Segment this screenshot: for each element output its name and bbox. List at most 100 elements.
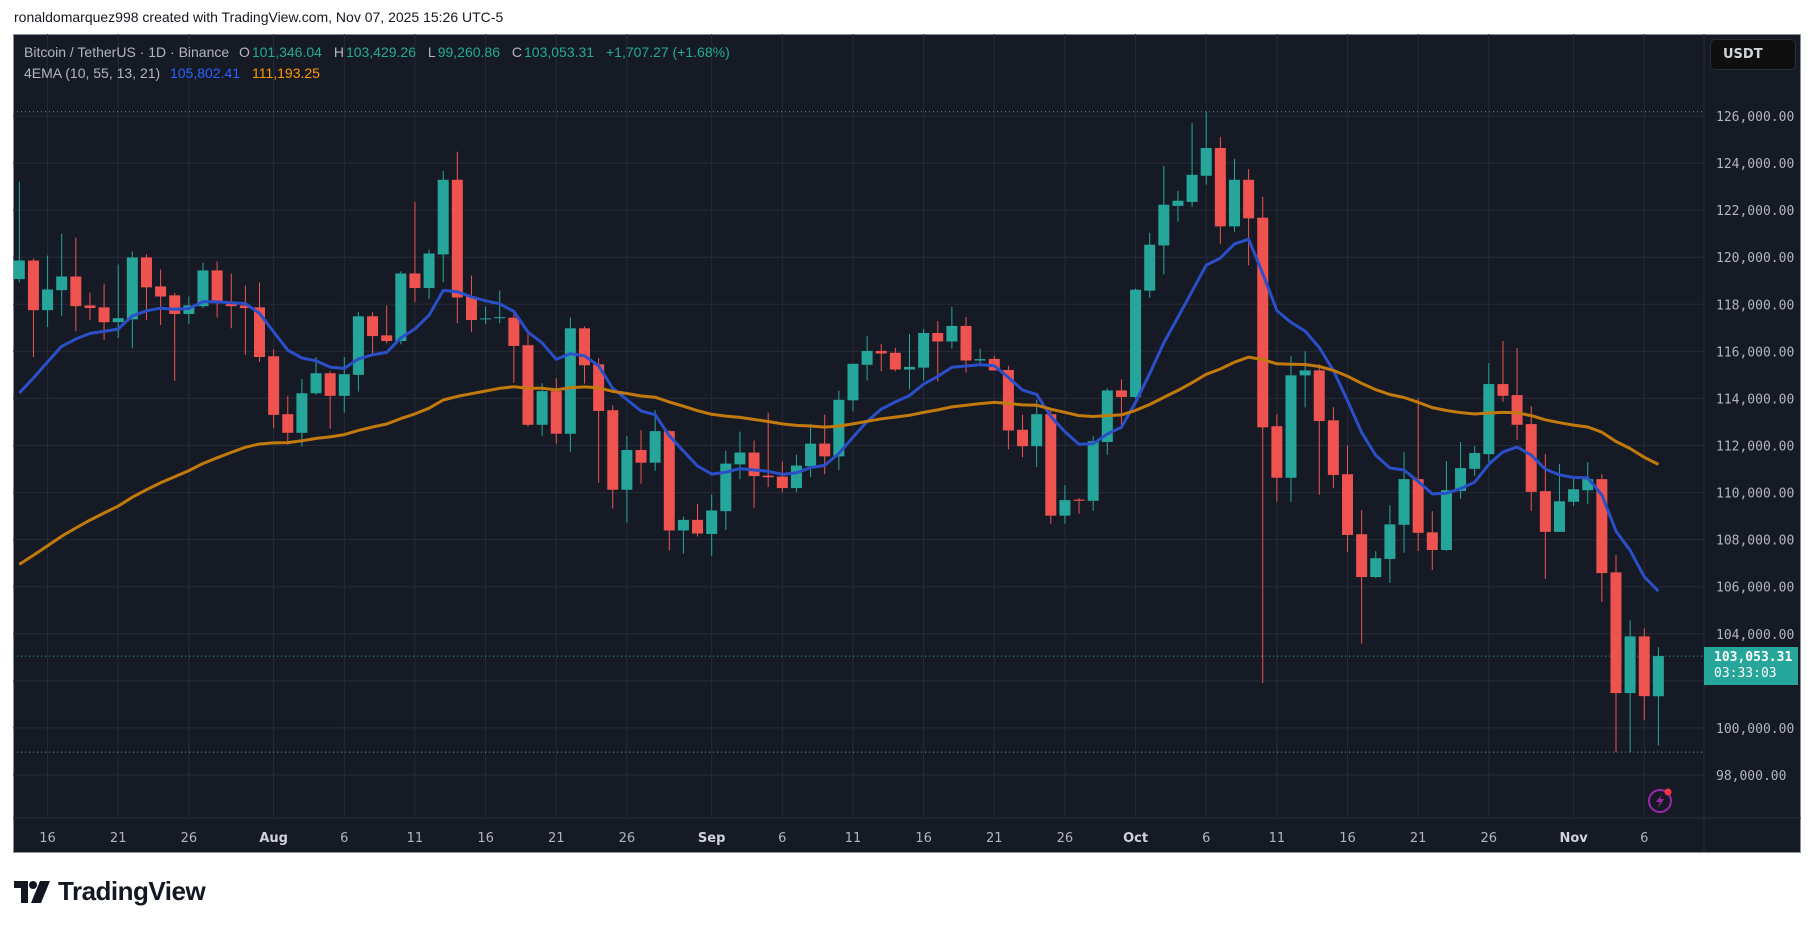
candle-body xyxy=(1299,370,1311,376)
candle-body xyxy=(1130,289,1142,398)
candle xyxy=(1398,452,1410,553)
candle-body xyxy=(1483,384,1495,455)
candle xyxy=(352,312,364,392)
candle xyxy=(692,503,704,537)
time-axis-label: 26 xyxy=(1057,831,1074,846)
candle xyxy=(155,269,167,325)
candle xyxy=(1469,446,1481,476)
candle xyxy=(1031,399,1043,468)
candle-body xyxy=(522,345,534,425)
time-axis-label: 16 xyxy=(477,831,494,846)
candle xyxy=(932,320,944,382)
candle-body xyxy=(1045,414,1057,516)
candle-body xyxy=(465,296,477,321)
candle xyxy=(282,395,294,445)
price-axis-label: 114,000.00 xyxy=(1716,392,1794,407)
candle-body xyxy=(607,410,619,490)
candle-body xyxy=(1002,369,1014,431)
candle xyxy=(1440,461,1452,551)
candle-body xyxy=(1186,174,1198,202)
candle-body xyxy=(564,328,576,434)
price-axis-label: 126,000.00 xyxy=(1716,110,1794,125)
candle-body xyxy=(254,307,266,358)
time-axis-label: Aug xyxy=(259,831,288,846)
high-label: H xyxy=(333,44,344,60)
candle xyxy=(607,405,619,509)
candle-body xyxy=(98,307,110,323)
candle-body xyxy=(805,443,817,467)
chart-frame xyxy=(13,34,1801,853)
tradingview-logo[interactable]: TradingView xyxy=(14,876,206,907)
candle-body xyxy=(748,452,760,477)
candle xyxy=(1243,168,1255,266)
candle-body xyxy=(1158,204,1170,246)
candle-body xyxy=(635,449,647,463)
candle xyxy=(1158,165,1170,275)
candle xyxy=(720,450,732,530)
candle-body xyxy=(1031,414,1043,447)
symbol-title[interactable]: Bitcoin / TetherUS · 1D · Binance xyxy=(24,44,230,60)
candle-body xyxy=(903,366,915,370)
candle xyxy=(762,412,774,488)
candle xyxy=(564,317,576,452)
candle xyxy=(1342,445,1354,552)
currency-button[interactable]: USDT xyxy=(1710,39,1796,70)
candle xyxy=(833,390,845,471)
candle xyxy=(508,314,520,383)
candle-body xyxy=(1370,558,1382,578)
candle xyxy=(1186,123,1198,207)
candle xyxy=(1257,196,1269,683)
candle xyxy=(1313,364,1325,495)
candle-body xyxy=(480,318,492,320)
candle xyxy=(381,305,393,344)
indicator-name[interactable]: 4EMA (10, 55, 13, 21) xyxy=(24,65,161,81)
open-label: O xyxy=(238,44,250,60)
candle-body xyxy=(1568,489,1580,502)
candle xyxy=(480,306,492,325)
candle-body xyxy=(847,363,859,401)
candle xyxy=(1568,478,1580,506)
candle xyxy=(395,271,407,345)
candle-body xyxy=(1412,479,1424,533)
candle-body xyxy=(1172,200,1184,206)
candle-body xyxy=(1638,636,1650,697)
change-value: +1,707.27 (+1.68%) xyxy=(605,44,730,60)
open-value: 101,346.04 xyxy=(251,44,322,60)
candle xyxy=(1115,379,1127,430)
candle xyxy=(1624,620,1636,753)
ema-slow-value: 111,193.25 xyxy=(251,65,320,81)
candle xyxy=(875,343,887,372)
lightning-alert-icon[interactable] xyxy=(1646,787,1674,815)
candle-body xyxy=(776,476,788,489)
candle xyxy=(1271,414,1283,502)
candle-body xyxy=(833,399,845,457)
candle xyxy=(437,170,449,283)
candle-body xyxy=(1426,532,1438,550)
candlestick-chart[interactable]: 98,000.00 100,000.00 104,000.00 106,000.00 1… xyxy=(13,34,1801,853)
time-axis-label: 26 xyxy=(181,831,198,846)
price-axis-label: 124,000.00 xyxy=(1716,157,1794,172)
indicator-legend: 4EMA (10, 55, 13, 21) 105,802.41 111,193… xyxy=(24,65,322,81)
candle xyxy=(494,290,506,324)
candle xyxy=(889,347,901,372)
candle xyxy=(1356,510,1368,644)
candle-body xyxy=(56,276,68,291)
candle-body xyxy=(494,317,506,319)
candle xyxy=(409,201,421,303)
candle xyxy=(1370,551,1382,579)
candle-body xyxy=(649,431,661,463)
candle-body xyxy=(112,318,124,323)
candle xyxy=(268,349,280,428)
candle-body xyxy=(663,431,675,531)
candle xyxy=(918,328,930,381)
candle-body xyxy=(918,332,930,368)
last-price-tag: 103,053.31 03:33:03 xyxy=(1704,647,1798,685)
candle xyxy=(776,461,788,493)
candle xyxy=(1539,454,1551,579)
candle xyxy=(903,333,915,390)
candle xyxy=(649,410,661,471)
candle-body xyxy=(960,325,972,361)
time-axis-label: 21 xyxy=(1410,831,1427,846)
candle-body xyxy=(395,273,407,342)
candle xyxy=(1172,190,1184,222)
